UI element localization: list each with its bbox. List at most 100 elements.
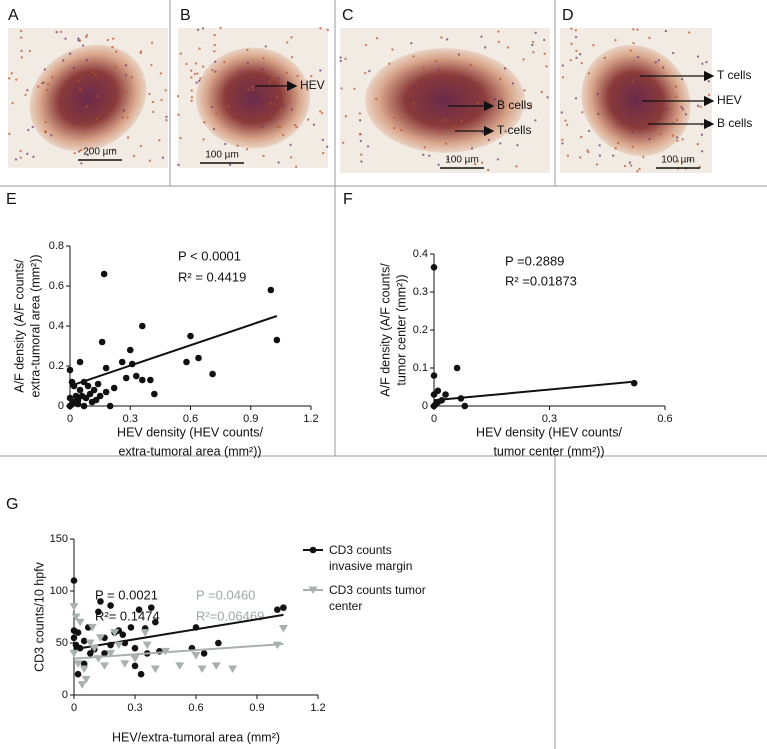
x-tick-label: 1.2 (310, 702, 325, 714)
data-point (114, 641, 124, 650)
data-point (131, 662, 139, 670)
cell-dot (587, 72, 591, 75)
cell-dot (412, 102, 415, 105)
cell-dot (587, 129, 591, 133)
cell-dot (268, 80, 271, 83)
cell-dot (597, 112, 600, 116)
data-point (84, 382, 92, 390)
cell-dot (579, 156, 582, 159)
stat-annotation: R²= 0.1474 (95, 608, 160, 623)
data-point (191, 651, 201, 660)
cell-dot (529, 103, 533, 107)
cell-dot (437, 104, 441, 107)
cell-dot (86, 88, 89, 91)
cell-dot (103, 83, 106, 86)
cell-dot (487, 138, 491, 142)
cell-dot (368, 69, 371, 73)
cell-dot (219, 26, 222, 30)
cell-dot (428, 154, 431, 157)
cell-dot (159, 72, 163, 75)
cell-dot (598, 154, 602, 157)
stat-annotation: P =0.0460 (196, 587, 255, 602)
cell-dot (223, 112, 226, 116)
cell-dot (701, 62, 704, 66)
cell-dot (44, 130, 47, 133)
cell-dot (227, 104, 230, 108)
cell-dot (37, 85, 40, 88)
cell-dot (158, 139, 161, 142)
cell-dot (161, 156, 165, 159)
cell-dot (388, 62, 391, 65)
cell-dot (400, 128, 403, 132)
cell-dot (179, 136, 182, 140)
cell-dot (628, 161, 632, 164)
data-point (106, 649, 116, 658)
cell-dot (629, 164, 633, 167)
cell-dot (657, 59, 660, 62)
cell-dot (77, 79, 80, 83)
data-point (228, 665, 238, 673)
data-point (89, 644, 99, 653)
cell-dot (193, 72, 197, 76)
cell-dot (310, 75, 313, 78)
cell-dot (688, 158, 692, 162)
data-point (74, 629, 82, 636)
data-point (152, 618, 159, 626)
cell-dot (413, 122, 416, 125)
data-point (80, 660, 88, 668)
data-point (120, 660, 130, 668)
data-point (175, 662, 185, 670)
cell-dot (238, 80, 242, 83)
cell-dot (705, 60, 708, 64)
data-point (273, 336, 281, 344)
stat-annotation: R²=0.06469 (196, 608, 264, 623)
cell-dot (122, 109, 126, 112)
y-axis-title: A/F density (A/F counts/ (378, 263, 392, 397)
cell-dot (574, 35, 578, 39)
cell-dot (281, 134, 285, 137)
cell-dot (614, 39, 617, 42)
cell-dot (214, 70, 217, 73)
data-point (74, 670, 82, 678)
cell-dot (570, 27, 573, 30)
data-point (86, 390, 94, 398)
x-axis-title: HEV density (HEV counts/ (117, 425, 263, 439)
cell-dot (393, 126, 396, 130)
cell-dot (470, 147, 474, 150)
stat-annotation: R² = 0.4419 (178, 269, 246, 284)
cell-label: T cells (717, 68, 751, 82)
data-point (97, 598, 104, 605)
cell-dot (210, 105, 214, 109)
cell-dot (659, 132, 662, 136)
cell-dot (43, 68, 47, 71)
fit-line (433, 380, 635, 402)
cell-dot (50, 134, 53, 137)
cell-dot (213, 43, 217, 47)
stat-annotation: R² =0.01873 (505, 273, 577, 288)
cell-dot (561, 64, 564, 67)
cell-dot (321, 112, 324, 115)
cell-dot (20, 36, 23, 39)
cell-dot (473, 162, 477, 166)
cell-dot (176, 95, 180, 98)
cell-dot (190, 96, 194, 99)
cell-dot (289, 156, 293, 159)
data-point (132, 372, 140, 380)
cell-dot (543, 38, 546, 42)
data-point (107, 602, 114, 609)
cell-dot (422, 66, 425, 69)
cell-dot (675, 136, 679, 139)
cell-dot (31, 125, 34, 129)
cell-dot (623, 164, 627, 168)
fit-line (69, 315, 278, 387)
data-point (267, 286, 275, 294)
scale-label: 100 µm (445, 155, 479, 166)
cell-dot (707, 80, 710, 83)
cell-dot (569, 58, 573, 62)
cell-dot (499, 98, 503, 101)
cell-dot (46, 83, 50, 86)
y-tick-label: 0 (58, 400, 64, 412)
cell-dot (196, 28, 200, 31)
data-point (280, 604, 287, 611)
cell-dot (636, 55, 640, 59)
